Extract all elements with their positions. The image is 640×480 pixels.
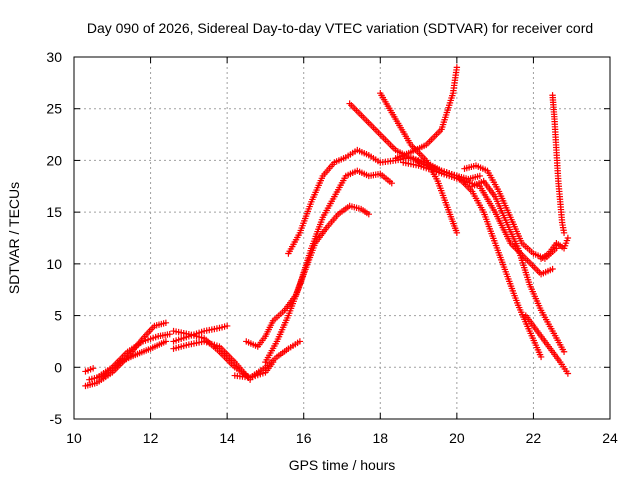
x-tick-label: 20 [449, 430, 465, 446]
y-axis-label: SDTVAR / TECUs [6, 182, 22, 294]
y-tick-label: 25 [46, 101, 62, 117]
x-tick-label: 24 [602, 430, 618, 446]
y-tick-label: 15 [46, 204, 62, 220]
series-arc-7 [170, 338, 254, 383]
series-arc-18 [522, 312, 572, 377]
y-tick-label: 5 [54, 308, 62, 324]
x-tick-label: 22 [526, 430, 542, 446]
data-point [564, 234, 572, 242]
tick-layer: 10 12 14 16 18 20 22 24 -5 0 5 10 15 20 25 30 [46, 49, 618, 446]
series-arc-20 [549, 92, 568, 237]
data-point [162, 319, 170, 327]
series-arc-3 [93, 330, 173, 381]
chart-title: Day 090 of 2026, Sidereal Day-to-day VTE… [87, 20, 593, 36]
data-point [549, 265, 556, 273]
data-point [388, 179, 395, 187]
data-point [560, 348, 568, 355]
data-point [223, 322, 231, 330]
plot-frame [73, 56, 611, 420]
data-point [453, 64, 461, 71]
data-point [365, 211, 372, 218]
series-arc-19 [537, 234, 572, 262]
data-point [560, 229, 568, 237]
x-tick-label: 18 [372, 430, 388, 446]
data-point [89, 365, 97, 372]
x-tick-label: 14 [219, 430, 235, 446]
data-point [453, 229, 461, 237]
data-point [476, 172, 484, 180]
data-point [162, 338, 170, 345]
y-tick-label: 20 [46, 152, 62, 168]
x-tick-label: 10 [66, 430, 82, 446]
series-arc-8 [231, 338, 304, 381]
y-tick-label: 30 [46, 49, 62, 65]
series-arc-16 [461, 162, 560, 262]
data-layer [82, 64, 572, 390]
y-tick-label: 10 [46, 256, 62, 272]
data-point [564, 370, 572, 377]
x-tick-label: 16 [296, 430, 312, 446]
y-tick-label: 0 [54, 359, 62, 375]
series-arc-6 [170, 322, 231, 345]
data-point [296, 338, 304, 345]
series-arc-10 [262, 167, 395, 366]
y-tick-label: -5 [50, 411, 63, 427]
series-arc-13 [377, 90, 461, 237]
data-point [166, 330, 173, 338]
data-point [537, 353, 545, 361]
series-arc-4 [82, 365, 97, 375]
series-arc-14 [392, 64, 461, 162]
series-arc-17 [468, 177, 568, 355]
x-tick-label: 12 [143, 430, 159, 446]
grid-layer [74, 57, 610, 419]
x-axis-label: GPS time / hours [289, 457, 396, 473]
